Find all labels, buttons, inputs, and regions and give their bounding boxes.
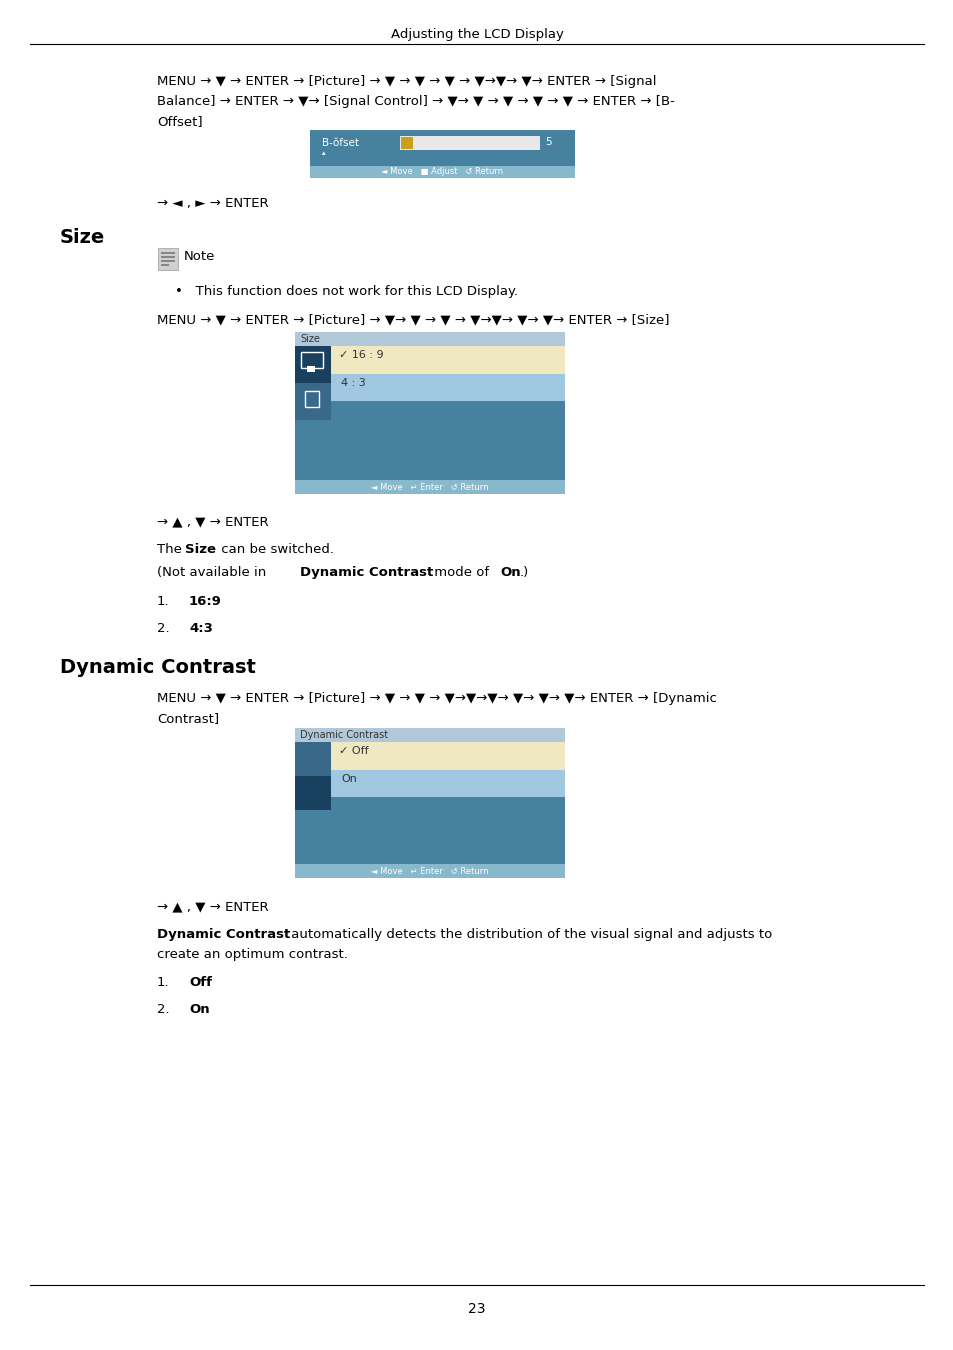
Bar <box>331 346 564 374</box>
Bar <box>301 352 323 369</box>
Text: On: On <box>189 1003 210 1017</box>
Bar <box>161 265 169 266</box>
Text: .): .) <box>519 566 529 579</box>
Bar <box>331 796 564 864</box>
Bar <box>331 401 564 481</box>
Text: 16:9: 16:9 <box>189 595 222 608</box>
Text: → ◄ , ► → ENTER: → ◄ , ► → ENTER <box>157 197 269 211</box>
Bar <box>294 383 331 420</box>
Text: ▴: ▴ <box>322 150 325 157</box>
Text: •   This function does not work for this LCD Display.: • This function does not work for this L… <box>174 285 517 298</box>
Text: Dynamic Contrast: Dynamic Contrast <box>157 927 290 941</box>
Bar <box>310 166 575 178</box>
Bar <box>294 346 331 383</box>
Text: 1.: 1. <box>157 595 170 608</box>
Text: Dynamic Contrast: Dynamic Contrast <box>299 566 433 579</box>
Text: Size: Size <box>60 228 105 247</box>
Bar <box>294 420 331 458</box>
Bar <box>161 261 174 262</box>
Text: Adjusting the LCD Display: Adjusting the LCD Display <box>390 28 563 40</box>
Text: 2.: 2. <box>157 622 170 634</box>
Text: Balance] → ENTER → ▼→ [Signal Control] → ▼→ ▼ → ▼ → ▼ → ▼ → ENTER → [B-: Balance] → ENTER → ▼→ [Signal Control] →… <box>157 95 674 108</box>
Bar <box>294 728 564 743</box>
Bar <box>310 130 575 178</box>
Text: can be switched.: can be switched. <box>216 543 334 556</box>
Bar <box>294 728 564 878</box>
Text: 5: 5 <box>544 136 551 147</box>
Text: ◄ Move   ↵ Enter   ↺ Return: ◄ Move ↵ Enter ↺ Return <box>371 867 488 876</box>
Text: The: The <box>157 543 186 556</box>
Text: On: On <box>340 774 356 784</box>
Text: B-ŏfset: B-ŏfset <box>322 138 358 148</box>
Text: Size: Size <box>185 543 215 556</box>
Text: → ▲ , ▼ → ENTER: → ▲ , ▼ → ENTER <box>157 514 269 528</box>
Text: ✓ Off: ✓ Off <box>338 747 368 756</box>
Bar <box>294 481 564 494</box>
Text: create an optimum contrast.: create an optimum contrast. <box>157 948 348 961</box>
Text: Note: Note <box>184 250 215 263</box>
Bar <box>400 136 413 148</box>
Text: Dynamic Contrast: Dynamic Contrast <box>299 730 388 740</box>
Text: On: On <box>499 566 520 579</box>
Text: Dynamic Contrast: Dynamic Contrast <box>60 657 255 676</box>
Bar <box>331 374 564 401</box>
Bar <box>307 366 314 373</box>
Text: → ▲ , ▼ → ENTER: → ▲ , ▼ → ENTER <box>157 900 269 913</box>
Bar <box>161 252 174 254</box>
Bar <box>305 392 318 406</box>
Text: 1.: 1. <box>157 976 170 990</box>
Bar <box>294 332 564 494</box>
Text: Offset]: Offset] <box>157 115 202 128</box>
Bar <box>294 458 331 482</box>
Text: ◄ Move   ■ Adjust   ↺ Return: ◄ Move ■ Adjust ↺ Return <box>380 167 502 177</box>
Bar <box>331 769 564 796</box>
Text: automatically detects the distribution of the visual signal and adjusts to: automatically detects the distribution o… <box>287 927 771 941</box>
Bar <box>294 864 564 878</box>
Text: mode of: mode of <box>430 566 493 579</box>
Text: Contrast]: Contrast] <box>157 711 219 725</box>
Bar <box>294 844 331 864</box>
Text: (Not available in: (Not available in <box>157 566 271 579</box>
Text: 2.: 2. <box>157 1003 170 1017</box>
Text: Off: Off <box>189 976 212 990</box>
Bar <box>294 810 331 844</box>
Text: MENU → ▼ → ENTER → [Picture] → ▼ → ▼ → ▼ → ▼→▼→ ▼→ ENTER → [Signal: MENU → ▼ → ENTER → [Picture] → ▼ → ▼ → ▼… <box>157 76 656 88</box>
Bar <box>331 743 564 770</box>
Text: 23: 23 <box>468 1301 485 1316</box>
Text: Size: Size <box>299 333 319 344</box>
Bar <box>294 743 331 776</box>
Text: 4:3: 4:3 <box>189 622 213 634</box>
Bar <box>310 130 575 166</box>
Bar <box>161 256 174 258</box>
Text: 4 : 3: 4 : 3 <box>340 378 365 387</box>
Text: MENU → ▼ → ENTER → [Picture] → ▼→ ▼ → ▼ → ▼→▼→ ▼→ ▼→ ENTER → [Size]: MENU → ▼ → ENTER → [Picture] → ▼→ ▼ → ▼ … <box>157 313 669 325</box>
Bar <box>399 136 539 150</box>
Text: ✓ 16 : 9: ✓ 16 : 9 <box>338 350 383 360</box>
Bar <box>158 248 178 270</box>
Text: ◄ Move   ↵ Enter   ↺ Return: ◄ Move ↵ Enter ↺ Return <box>371 482 488 491</box>
Bar <box>294 332 564 346</box>
Text: MENU → ▼ → ENTER → [Picture] → ▼ → ▼ → ▼→▼→▼→ ▼→ ▼→ ▼→ ENTER → [Dynamic: MENU → ▼ → ENTER → [Picture] → ▼ → ▼ → ▼… <box>157 693 716 705</box>
Bar <box>294 776 331 810</box>
